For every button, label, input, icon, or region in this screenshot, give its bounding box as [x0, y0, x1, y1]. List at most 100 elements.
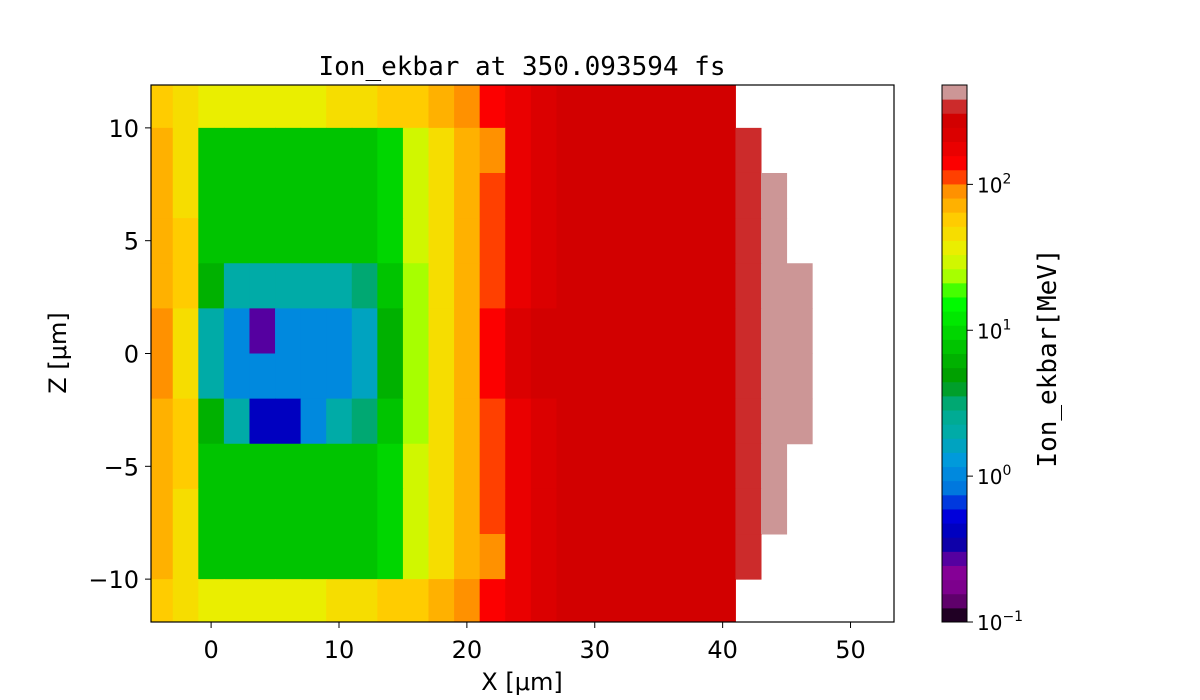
heatmap-cell: [198, 443, 225, 490]
heatmap-cell: [479, 308, 506, 354]
heatmap-cell: [709, 443, 736, 490]
heatmap-cell: [351, 488, 378, 535]
colorbar-band: [942, 282, 967, 298]
heatmap-cell: [709, 172, 736, 219]
heatmap-cell: [275, 172, 302, 219]
heatmap-cell: [505, 85, 532, 129]
heatmap-cell: [326, 263, 353, 309]
heatmap-cell: [151, 488, 174, 535]
heatmap-cell: [505, 534, 532, 580]
x-tick-label: 30: [579, 636, 610, 664]
heatmap-cell: [151, 579, 174, 622]
colorbar-band: [942, 141, 967, 157]
heatmap-cell: [428, 218, 455, 264]
colorbar-band: [942, 127, 967, 143]
heatmap-cell: [428, 85, 455, 129]
heatmap-cell: [198, 127, 225, 174]
heatmap-cell: [454, 218, 481, 264]
heatmap-cell: [300, 172, 327, 219]
heatmap-cell: [633, 353, 660, 400]
colorbar-band: [942, 494, 967, 510]
colorbar-band: [942, 607, 967, 623]
heatmap-cell: [172, 398, 199, 445]
y-tick-label: 0: [124, 341, 139, 369]
y-tick-label: 5: [124, 228, 139, 256]
heatmap-cell: [761, 308, 788, 354]
colorbar-band: [942, 198, 967, 213]
heatmap-cell: [223, 488, 250, 535]
heatmap-cell: [300, 127, 327, 174]
heatmap-cell: [709, 353, 736, 400]
heatmap-cell: [300, 308, 327, 354]
heatmap-cell: [351, 353, 378, 400]
heatmap-cell: [402, 534, 430, 580]
heatmap-cell: [428, 579, 455, 622]
heatmap-cell: [761, 263, 788, 309]
heatmap-cell: [684, 172, 711, 219]
heatmap-cell: [556, 534, 583, 580]
heatmap-cell: [581, 488, 609, 535]
heatmap-cell: [151, 443, 174, 490]
colorbar-band: [942, 155, 967, 171]
heatmap-cell: [761, 172, 788, 219]
heatmap-cell: [326, 172, 353, 219]
heatmap-cell: [658, 172, 685, 219]
heatmap-cell: [151, 263, 174, 309]
heatmap-cell: [556, 263, 583, 309]
heatmap-cell: [428, 127, 455, 174]
colorbar-band: [942, 339, 967, 354]
heatmap-cell: [428, 534, 455, 580]
heatmap-cell: [249, 579, 276, 622]
heatmap-cell: [454, 534, 481, 580]
heatmap-cell: [300, 263, 327, 309]
heatmap-cell: [479, 172, 506, 219]
heatmap-cell: [658, 443, 685, 490]
heatmap-cell: [530, 308, 557, 354]
heatmap-cell: [454, 443, 481, 490]
heatmap-cell: [428, 308, 455, 354]
heatmap-cell: [223, 127, 250, 174]
heatmap-cell: [249, 488, 276, 535]
y-axis: −10 −5 0 5 10: [88, 115, 151, 594]
heatmap-cell: [377, 263, 404, 309]
heatmap-cell: [709, 85, 736, 129]
heatmap-cell: [351, 308, 378, 354]
heatmap-cell: [172, 127, 199, 174]
heatmap-cell: [198, 263, 225, 309]
colorbar-label: Ion_ekbar[MeV]: [1033, 248, 1063, 467]
heatmap-cell: [633, 85, 660, 129]
colorbar-band: [942, 113, 967, 128]
heatmap-cell: [581, 127, 609, 174]
heatmap-cell: [633, 308, 660, 354]
colorbar-band: [942, 99, 967, 114]
heatmap-cell: [351, 172, 378, 219]
heatmap-cell: [658, 579, 685, 622]
heatmap-cell: [556, 398, 583, 445]
heatmap-cell: [735, 308, 762, 354]
heatmap-cell: [454, 263, 481, 309]
heatmap-cell: [454, 398, 481, 445]
heatmap-cell: [709, 579, 736, 622]
y-tick-label: −10: [88, 566, 139, 594]
heatmap-cell: [300, 398, 327, 445]
heatmap-cell: [607, 488, 634, 535]
heatmap-cell: [326, 579, 353, 622]
heatmap-cell: [172, 579, 199, 622]
heatmap-cell: [607, 172, 634, 219]
heatmap-cell: [735, 263, 762, 309]
heatmap-cell: [151, 353, 174, 400]
heatmap-cell: [633, 218, 660, 264]
heatmap-cell: [658, 488, 685, 535]
heatmap-cell: [275, 85, 302, 129]
x-axis: 0 10 20 30 40 50: [203, 622, 866, 664]
heatmap-cell: [633, 263, 660, 309]
heatmap-cell: [607, 85, 634, 129]
heatmap-cell: [505, 579, 532, 622]
heatmap-cell: [658, 127, 685, 174]
heatmap-cell: [198, 579, 225, 622]
colorbar-band: [942, 508, 967, 524]
heatmap-cell: [479, 579, 506, 622]
heatmap-cell: [198, 353, 225, 400]
colorbar-band: [942, 438, 967, 453]
heatmap-cell: [275, 218, 302, 264]
